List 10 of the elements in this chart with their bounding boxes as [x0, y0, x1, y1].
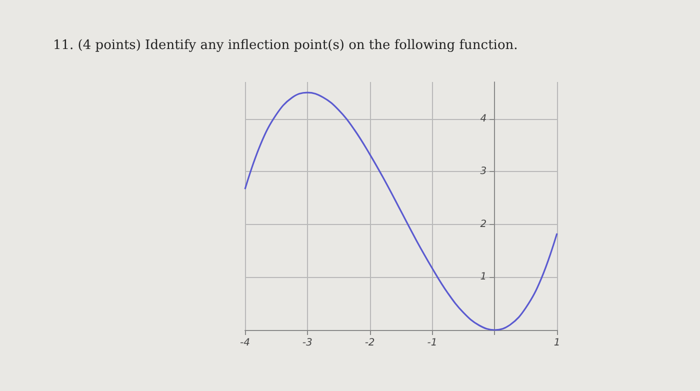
- y-tick-label: 2: [480, 218, 487, 230]
- x-tick-label: -2: [364, 338, 375, 348]
- y-tick-label: 3: [480, 166, 487, 178]
- y-tick-label: 1: [480, 272, 487, 283]
- x-tick-label: -4: [240, 338, 250, 348]
- y-tick-label: 4: [480, 113, 487, 124]
- x-tick-label: -3: [302, 338, 312, 348]
- x-tick-label: 1: [554, 338, 560, 348]
- x-tick-label: -1: [427, 338, 438, 348]
- chart-title: 11. (4 points) Identify any inflection point(s) on the following function.: [53, 38, 518, 53]
